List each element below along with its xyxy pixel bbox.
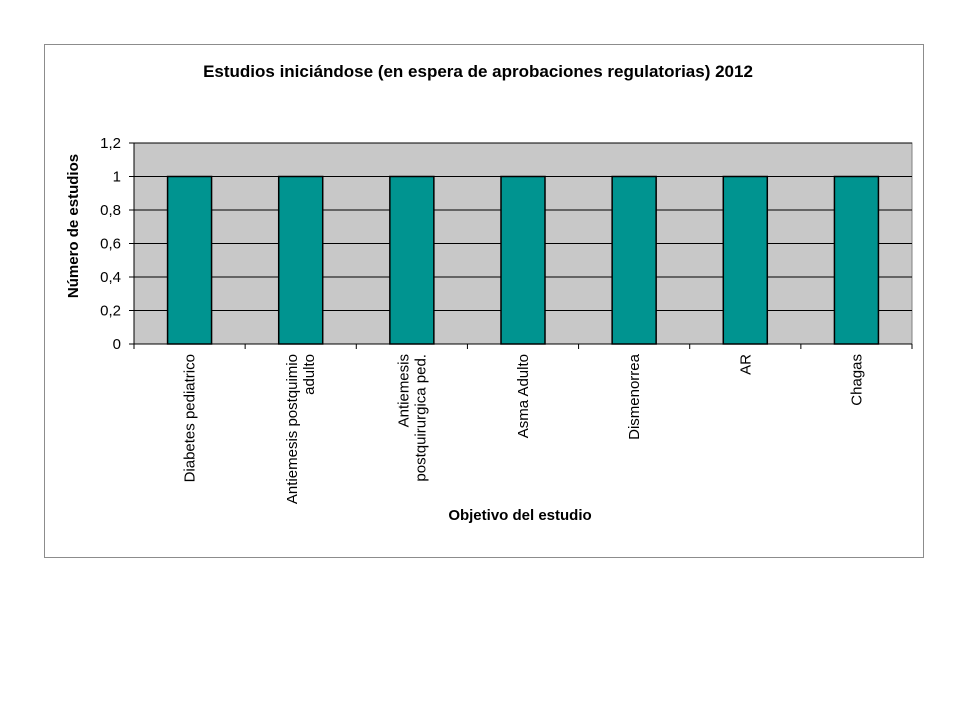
x-category-label: Antiemesis postquimio [284, 354, 301, 504]
plot-area: 0 0,2 0,4 0,6 0,8 1 1,2 Diabetes pediatrico Anti… [100, 135, 913, 504]
y-tick-label: 0,8 [100, 202, 121, 219]
bar [277, 175, 324, 345]
x-category-label: Chagas [848, 354, 865, 406]
y-tick-label: 0 [113, 336, 121, 353]
x-category-label: AR [737, 354, 754, 375]
bar [722, 175, 769, 345]
bar [389, 175, 435, 345]
chart-title: Estudios iniciándose (en espera de aprob… [203, 62, 753, 81]
bar [500, 175, 546, 345]
bar [611, 175, 657, 345]
y-tick-label: 0,6 [100, 236, 121, 253]
y-tick-label: 1,2 [100, 135, 121, 152]
x-category-label: Diabetes pediatrico [182, 354, 199, 482]
x-category-label: Asma Adulto [515, 354, 532, 438]
x-axis-title: Objetivo del estudio [448, 507, 591, 524]
x-category-label: Dismenorrea [626, 353, 643, 440]
x-category-label: postquirurgica ped. [412, 354, 429, 482]
y-tick-label: 1 [113, 169, 121, 186]
x-category-label: Antiemesis [395, 354, 412, 427]
y-axis-title: Número de estudios [65, 154, 82, 298]
y-tick-label: 0,4 [100, 269, 121, 286]
bar [833, 175, 880, 345]
bar [166, 175, 213, 345]
y-tick-label: 0,2 [100, 303, 121, 320]
x-category-label: adulto [301, 354, 318, 395]
